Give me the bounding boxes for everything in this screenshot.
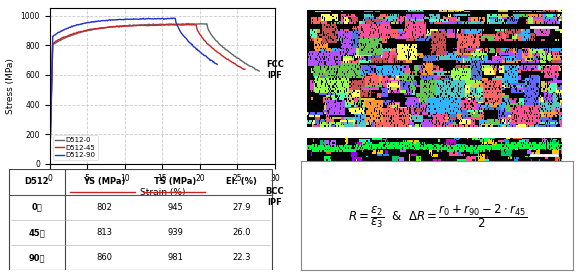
Text: 0도: 0도 [32,203,42,212]
D512-45 [201,39,208,42]
Text: $R = \dfrac{\varepsilon_2}{\varepsilon_3}$  &  $\Delta R = \dfrac{r_0 + r_{90} -: $R = \dfrac{\varepsilon_2}{\varepsilon_3… [347,202,527,230]
D512-90 [109,19,116,22]
D512-90 [179,32,186,36]
Text: 27.9: 27.9 [232,203,250,212]
Text: 860: 860 [96,253,112,262]
Text: D512: D512 [25,177,49,186]
Text: 945: 945 [167,203,183,212]
Text: 26.0: 26.0 [232,228,250,237]
D512-90 [170,16,177,20]
Line: D512-0: D512-0 [50,23,259,164]
Text: 22.3: 22.3 [232,253,250,262]
D512-0 [212,39,219,42]
D512-90 [206,58,213,61]
Line: D512-45: D512-45 [50,24,245,164]
Text: BCC
IPF: BCC IPF [266,186,284,207]
D512-0 [246,64,253,68]
Legend: D512-0, D512-45, D512-90: D512-0, D512-45, D512-90 [53,135,98,160]
D512-45 [232,63,239,66]
Text: FCC
IPF: FCC IPF [266,60,284,80]
Text: TS (MPa): TS (MPa) [154,177,197,186]
Text: 90도: 90도 [29,253,45,262]
Text: 813: 813 [96,228,112,237]
D512-45 [170,23,177,26]
D512-0 [58,38,66,41]
D512-45 [242,67,249,71]
D512-45 [121,24,128,28]
Text: 981: 981 [167,253,183,262]
Text: 802: 802 [96,203,112,212]
D512-45 [58,37,65,40]
Text: 45도: 45도 [29,228,45,237]
D512-90 [46,162,53,165]
D512-0 [256,69,263,73]
Text: 939: 939 [167,228,183,237]
D512-0 [185,22,192,25]
D512-45 [63,35,70,38]
D512-45 [120,25,127,28]
D512-90 [61,28,68,31]
Line: D512-90: D512-90 [50,18,217,164]
D512-0 [64,35,71,38]
D512-45 [46,162,53,165]
D512-90 [214,63,221,66]
Text: El. (%): El. (%) [226,177,257,186]
X-axis label: Strain (%): Strain (%) [140,188,185,197]
D512-90 [110,18,117,22]
D512-90 [57,30,64,33]
Text: YS (MPa): YS (MPa) [83,177,125,186]
D512-0 [125,24,132,27]
D512-0 [46,162,53,165]
D512-0 [126,23,133,27]
Y-axis label: Stress (MPa): Stress (MPa) [6,58,15,114]
